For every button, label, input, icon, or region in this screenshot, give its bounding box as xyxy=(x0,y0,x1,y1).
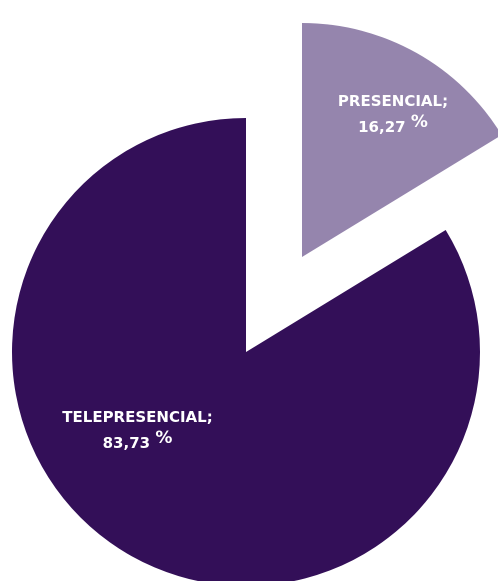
slice-value-telepresencial: 83,73 % xyxy=(102,428,173,452)
slice-label-presencial: PRESENCIAL; 16,27 % xyxy=(318,88,468,140)
slice-category-presencial: PRESENCIAL; xyxy=(337,92,449,110)
pie-slices xyxy=(12,23,498,581)
pie-slice-telepresencial xyxy=(12,118,480,581)
slice-value-presencial: 16,27 % xyxy=(358,112,428,136)
pie-slice-presencial xyxy=(302,23,498,257)
slice-label-telepresencial: TELEPRESENCIAL; 83,73 % xyxy=(45,404,230,456)
slice-category-telepresencial: TELEPRESENCIAL; xyxy=(62,408,213,426)
